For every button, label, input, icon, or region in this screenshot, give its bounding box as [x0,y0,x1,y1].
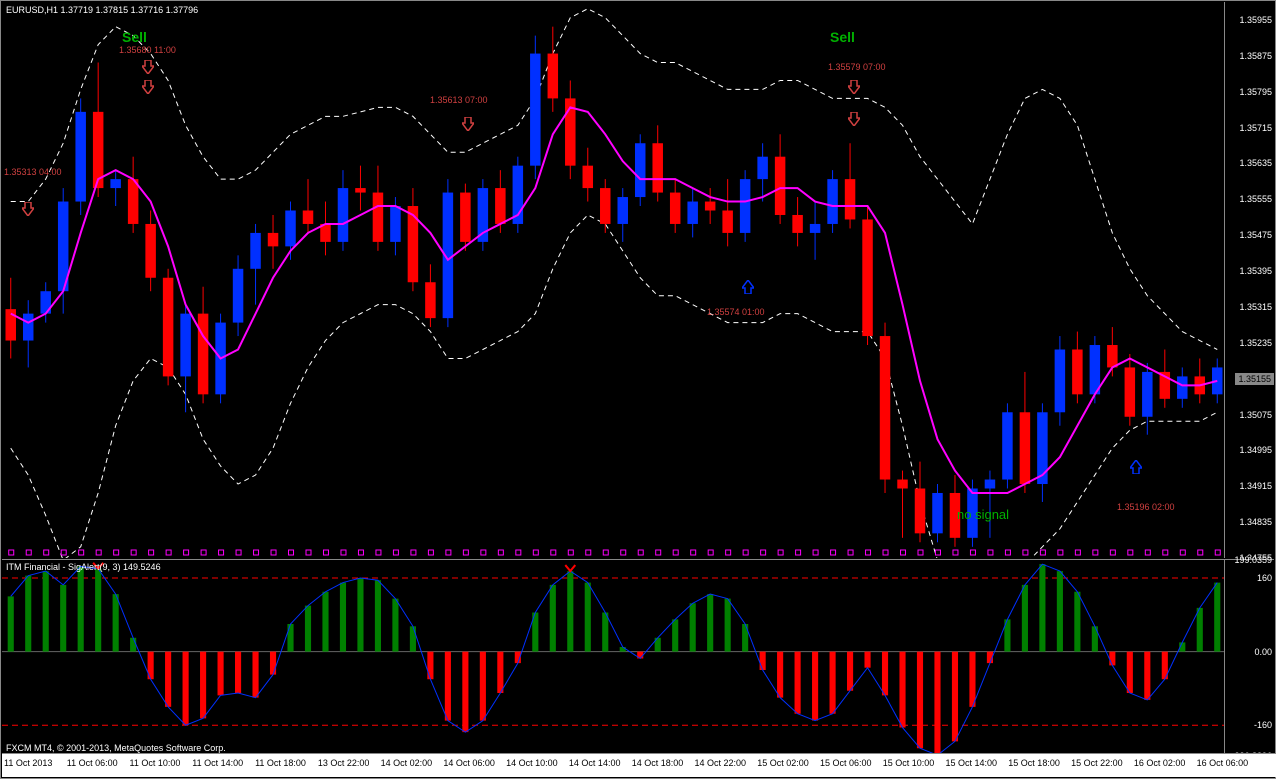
current-price-box: 1.35155 [1235,373,1274,385]
time-label: 14 Oct 02:00 [381,758,433,768]
arrow-up-icon [1130,460,1142,477]
no-signal-label: no signal [957,507,1009,522]
footer-text: FXCM MT4, © 2001-2013, MetaQuotes Softwa… [6,743,226,753]
time-label: 16 Oct 06:00 [1197,758,1249,768]
time-label: 15 Oct 14:00 [946,758,998,768]
time-axis: 11 Oct 2013 11 Oct 06:00 11 Oct 10:00 11 Oc… [2,753,1276,777]
indicator-tick: 199.0359 [1234,555,1272,565]
price-tick: 1.35635 [1239,158,1272,168]
price-annotation: 1.35680 11:00 [119,45,176,55]
indicator-tick: 160 [1257,573,1272,583]
arrow-down-icon [142,60,154,77]
time-label: 15 Oct 18:00 [1008,758,1060,768]
price-tick: 1.34995 [1239,445,1272,455]
sell-signal-label: Sell [830,29,855,45]
indicator-axis: 199.03591600.00-160-226.8396 [1224,559,1274,755]
price-tick: 1.34915 [1239,481,1272,491]
indicator-panel[interactable]: ITM Financial - SigAlert(9, 3) 149.5246 … [2,559,1226,755]
time-label: 13 Oct 22:00 [318,758,370,768]
price-tick: 1.35715 [1239,123,1272,133]
price-tick: 1.35475 [1239,230,1272,240]
price-annotation: 1.35574 01:00 [707,307,765,317]
price-tick: 1.35315 [1239,302,1272,312]
time-label: 15 Oct 10:00 [883,758,935,768]
arrow-up-icon [742,280,754,297]
price-tick: 1.35075 [1239,410,1272,420]
time-label: 14 Oct 10:00 [506,758,558,768]
time-label: 15 Oct 06:00 [820,758,872,768]
price-tick: 1.35875 [1239,51,1272,61]
sell-signal-label: Sell [122,29,147,45]
price-annotation: 1.35579 07:00 [828,62,886,72]
price-tick: 1.34835 [1239,517,1272,527]
price-annotation: 1.35313 04:00 [4,167,62,177]
arrow-down-icon [462,117,474,134]
price-tick: 1.35395 [1239,266,1272,276]
price-tick: 1.35235 [1239,338,1272,348]
time-label: 14 Oct 06:00 [443,758,495,768]
arrow-down-icon [848,112,860,129]
indicator-header: ITM Financial - SigAlert(9, 3) 149.5246 [6,562,161,572]
time-label: 11 Oct 06:00 [67,758,118,768]
time-label: 11 Oct 10:00 [130,758,181,768]
price-axis: 1.35955 1.35875 1.35795 1.35715 1.35635 1.355… [1224,2,1274,558]
price-annotation: 1.35613 07:00 [430,95,488,105]
time-label: 15 Oct 22:00 [1071,758,1123,768]
time-label: 11 Oct 14:00 [192,758,243,768]
arrow-down-icon [848,80,860,97]
time-label: 11 Oct 2013 [4,758,52,768]
time-label: 14 Oct 22:00 [694,758,746,768]
price-tick: 1.35955 [1239,15,1272,25]
time-label: 14 Oct 18:00 [632,758,684,768]
price-tick: 1.35795 [1239,87,1272,97]
time-label: 14 Oct 14:00 [569,758,621,768]
time-label: 15 Oct 02:00 [757,758,809,768]
time-label: 16 Oct 02:00 [1134,758,1186,768]
indicator-tick: -160 [1254,720,1272,730]
arrow-down-icon [142,80,154,97]
arrow-down-icon [22,202,34,219]
indicator-tick: 0.00 [1254,647,1272,657]
chart-header: EURUSD,H1 1.37719 1.37815 1.37716 1.3779… [6,5,198,15]
price-annotation: 1.35196 02:00 [1117,502,1175,512]
price-tick: 1.35555 [1239,194,1272,204]
price-chart[interactable]: EURUSD,H1 1.37719 1.37815 1.37716 1.3779… [2,2,1226,558]
time-label: 11 Oct 18:00 [255,758,306,768]
